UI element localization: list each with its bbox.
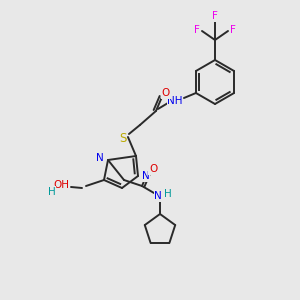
Text: S: S (119, 133, 127, 146)
Text: F: F (230, 25, 236, 35)
Text: F: F (194, 25, 200, 35)
Text: O: O (162, 88, 170, 98)
Text: O: O (149, 164, 157, 174)
Text: N: N (96, 153, 104, 163)
Text: NH: NH (167, 96, 183, 106)
Text: H: H (48, 187, 56, 197)
Text: OH: OH (53, 180, 69, 190)
Text: N: N (142, 171, 150, 181)
Text: H: H (164, 189, 172, 199)
Text: F: F (212, 11, 218, 21)
Text: N: N (154, 191, 162, 201)
